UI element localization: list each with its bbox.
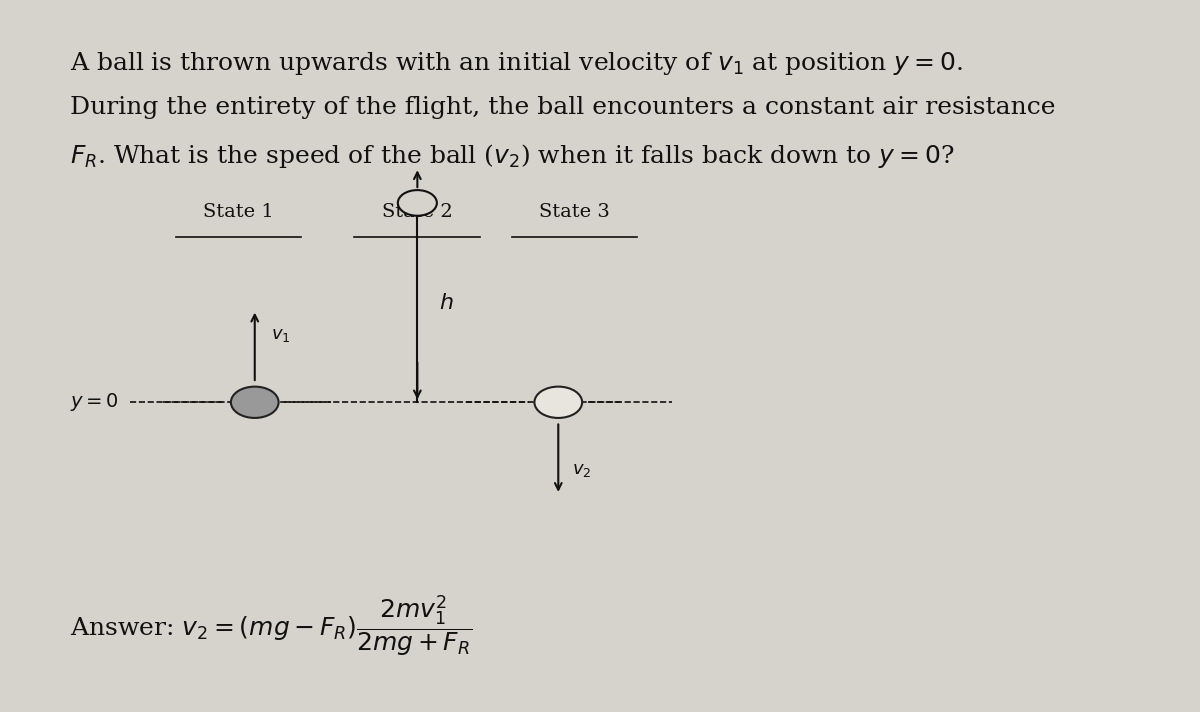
Text: Answer: $v_2 = (mg - F_R)\dfrac{2mv_1^2}{2mg+F_R}$: Answer: $v_2 = (mg - F_R)\dfrac{2mv_1^2}… [71,594,473,659]
Text: $F_R$. What is the speed of the ball ($v_2$) when it falls back down to $y = 0$?: $F_R$. What is the speed of the ball ($v… [71,142,955,170]
Text: State 2: State 2 [382,203,452,221]
Text: $v_1$: $v_1$ [271,325,290,344]
Text: State 3: State 3 [539,203,610,221]
Text: $v_2$: $v_2$ [572,461,592,479]
Circle shape [398,190,437,216]
Text: $h$: $h$ [439,292,454,313]
Text: A ball is thrown upwards with an initial velocity of $v_1$ at position $y = 0$.: A ball is thrown upwards with an initial… [71,50,964,77]
Text: During the entirety of the flight, the ball encounters a constant air resistance: During the entirety of the flight, the b… [71,96,1056,119]
Text: State 1: State 1 [203,203,274,221]
Circle shape [230,387,278,418]
Circle shape [534,387,582,418]
Text: $y = 0$: $y = 0$ [71,392,119,413]
